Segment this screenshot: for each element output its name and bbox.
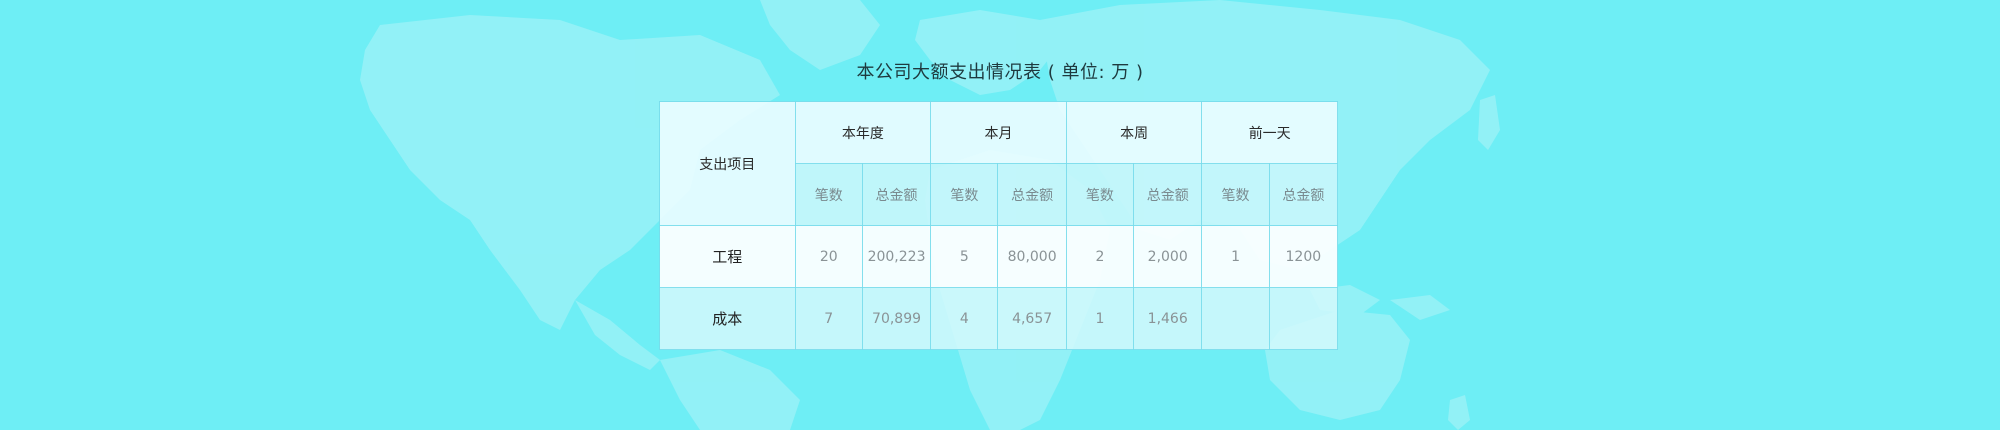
- cell-count: 1: [1065, 287, 1135, 350]
- sub-header-count: 笔数: [930, 163, 999, 226]
- table-row: 成本 7 70,899 4 4,657 1 1,466: [659, 287, 1339, 350]
- cell-count: 2: [1065, 225, 1135, 288]
- cell-amount: 1,466: [1133, 287, 1203, 350]
- row-label: 成本: [659, 287, 796, 350]
- cell-amount: 80,000: [997, 225, 1067, 288]
- sub-header-count: 笔数: [794, 163, 863, 226]
- header-row-metrics: 笔数 总金额 笔数 总金额 笔数 总金额 笔数 总金额: [660, 163, 1339, 226]
- cell-amount: 70,899: [861, 287, 932, 350]
- cell-amount: 200,223: [861, 225, 932, 288]
- table-row: 工程 20 200,223 5 80,000 2 2,000 1 1200: [659, 225, 1339, 288]
- project-header: 支出项目: [659, 101, 796, 226]
- cell-count: [1201, 287, 1270, 350]
- period-header-year: 本年度: [794, 101, 932, 164]
- cell-amount: 1200: [1268, 225, 1339, 288]
- cell-count: 20: [794, 225, 863, 288]
- sub-header-count: 笔数: [1065, 163, 1135, 226]
- cell-amount: [1268, 287, 1339, 350]
- cell-amount: 2,000: [1133, 225, 1203, 288]
- sub-header-amount: 总金额: [1133, 163, 1203, 226]
- table-title: 本公司大额支出情况表 ( 单位: 万 ): [856, 62, 1144, 83]
- cell-count: 4: [930, 287, 999, 350]
- sub-header-amount: 总金额: [861, 163, 932, 226]
- sub-header-amount: 总金额: [997, 163, 1067, 226]
- row-label: 工程: [659, 225, 796, 288]
- sub-header-count: 笔数: [1201, 163, 1270, 226]
- cell-count: 7: [794, 287, 863, 350]
- cell-amount: 4,657: [997, 287, 1067, 350]
- period-header-month: 本月: [930, 101, 1067, 164]
- cell-count: 1: [1201, 225, 1270, 288]
- cell-count: 5: [930, 225, 999, 288]
- header-row-periods: 支出项目 本年度 本月 本周 前一天: [659, 101, 1338, 226]
- period-header-week: 本周: [1065, 101, 1203, 164]
- expense-table: 支出项目 本年度 本月 本周 前一天 笔数 总金额 笔数 总金额 笔数 总金额 …: [659, 101, 1339, 350]
- period-header-yesterday: 前一天: [1201, 101, 1338, 164]
- sub-header-amount: 总金额: [1268, 163, 1339, 226]
